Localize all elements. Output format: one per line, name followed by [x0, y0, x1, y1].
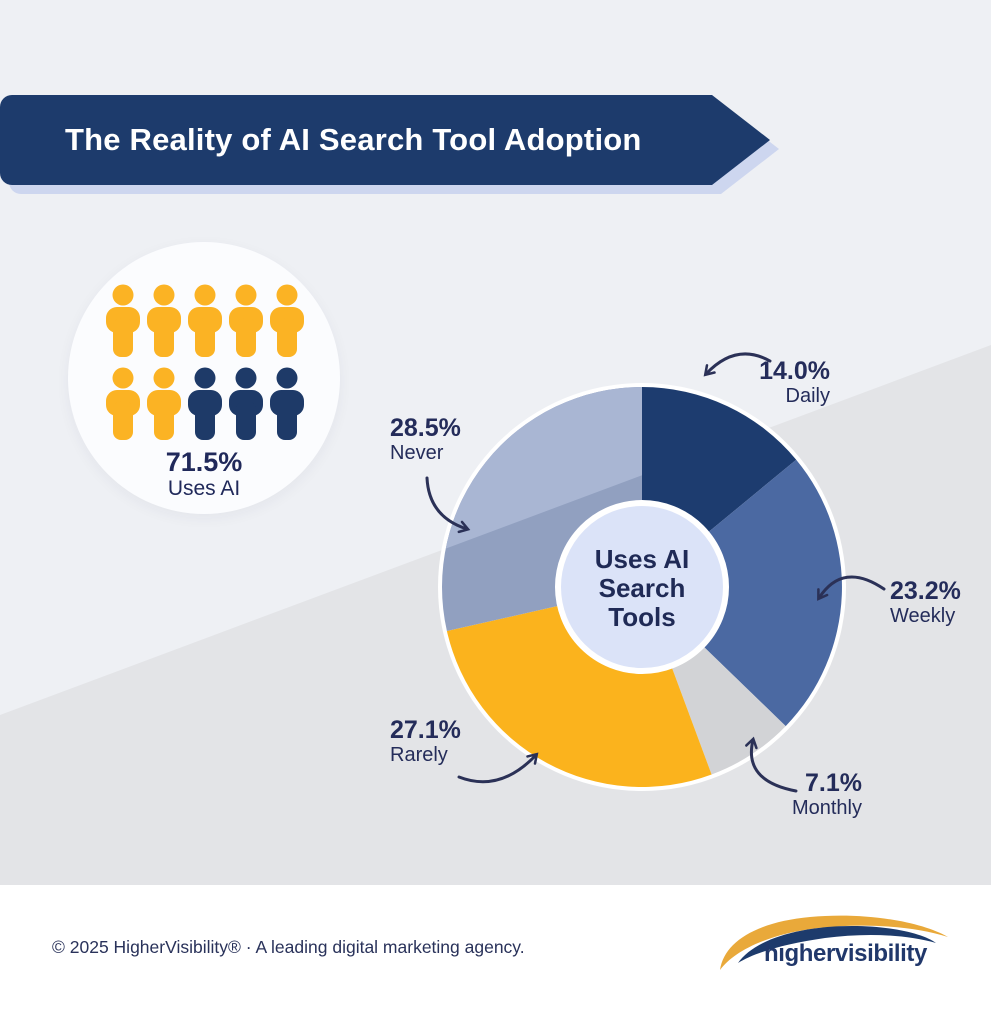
center-label-line3: Tools [608, 602, 676, 632]
copyright-text: © 2025 HigherVisibility® · A leading dig… [52, 937, 525, 957]
slice-label-rarely: 27.1% Rarely [390, 717, 461, 766]
center-label-line1: Uses AI [594, 544, 690, 574]
monthly-percent: 7.1% [805, 769, 862, 797]
donut-center-label: Uses AI Search Tools [562, 545, 722, 632]
logo-swoosh-icon [720, 915, 948, 970]
logo-text: highervisibility [764, 940, 927, 967]
rarely-name: Rarely [390, 744, 448, 767]
center-label-line2: Search [598, 573, 686, 603]
daily-percent: 14.0% [759, 357, 830, 385]
monthly-name: Monthly [791, 797, 862, 820]
highervisibility-logo: highervisibility [712, 910, 957, 990]
rarely-percent: 27.1% [390, 716, 461, 744]
pictogram-stat: 71.5% Uses AI [68, 447, 340, 501]
slice-label-never: 28.5% Never [390, 415, 461, 464]
slice-label-daily: 14.0% Daily [759, 358, 830, 407]
weekly-percent: 23.2% [890, 577, 961, 605]
page-title: The Reality of AI Search Tool Adoption [65, 122, 642, 157]
slice-label-weekly: 23.2% Weekly [890, 578, 961, 627]
never-arrow [425, 476, 471, 534]
daily-name: Daily [785, 385, 830, 408]
title-banner: The Reality of AI Search Tool Adoption [0, 95, 770, 185]
stat-label: Uses AI [167, 477, 241, 501]
never-percent: 28.5% [390, 414, 461, 442]
slice-label-monthly: 7.1% Monthly [792, 770, 862, 819]
never-name: Never [390, 442, 444, 465]
stat-value: 71.5% [165, 447, 243, 477]
footer-band [0, 885, 991, 1024]
weekly-name: Weekly [890, 605, 956, 628]
